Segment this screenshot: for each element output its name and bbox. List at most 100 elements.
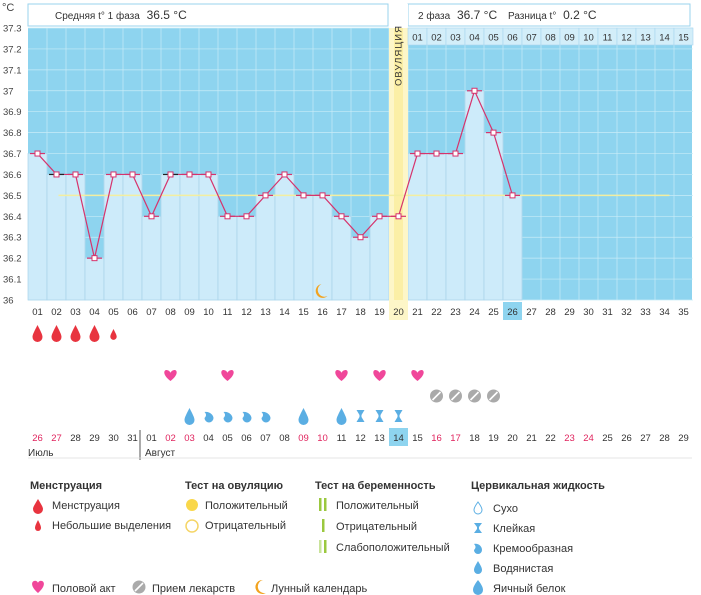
temperature-bar — [27, 153, 48, 301]
phase1-value: 36.5 °C — [147, 8, 187, 22]
cycle-day-label: 18 — [355, 307, 366, 318]
post-ovulation-day-label: 05 — [488, 33, 499, 44]
calendar-date-label: 27 — [51, 433, 62, 444]
temperature-bar — [236, 215, 257, 301]
creamy-icon — [242, 411, 252, 423]
temperature-point — [433, 150, 440, 157]
temperature-point — [281, 171, 288, 178]
temperature-point — [205, 171, 212, 178]
cycle-day-label: 31 — [602, 307, 613, 318]
calendar-date-label: 16 — [431, 433, 442, 444]
legend-title: Цервикальная жидкость — [471, 480, 605, 492]
y-tick-label: 36.6 — [3, 170, 22, 181]
menstruation-drop-icon — [51, 325, 62, 342]
temperature-series — [30, 87, 520, 262]
calendar-date-label: 13 — [374, 433, 385, 444]
legend-item: Водянистая — [493, 563, 553, 575]
temperature-point — [319, 192, 326, 199]
temperature-bar — [179, 174, 200, 301]
medicine-icon — [132, 580, 146, 594]
cycle-day-label: 32 — [621, 307, 632, 318]
chart-header: °C Средняя t° 1 фаза 36.5 °C 2 фаза 36.7… — [2, 2, 691, 27]
temperature-bar — [369, 215, 390, 301]
cycle-day-label: 24 — [469, 307, 480, 318]
creamy-icon — [204, 411, 214, 423]
temperature-point — [471, 87, 478, 94]
cycle-day-label: 30 — [583, 307, 594, 318]
eggwhite-icon — [473, 580, 483, 595]
heart-icon — [164, 370, 177, 381]
cycle-day-axis: 01 02 03 04 05 06 07 08 09 10 11 12 13 14 15 16 17 18 19 20… — [32, 300, 689, 320]
temperature-bar — [502, 195, 523, 301]
y-tick-label: 36.3 — [3, 233, 22, 244]
temperature-point — [376, 213, 383, 220]
ovulation-negative-icon — [185, 519, 199, 533]
cycle-day-label: 17 — [336, 307, 347, 318]
cycle-day-label: 23 — [450, 307, 461, 318]
phase2-label: 2 фаза — [418, 10, 451, 22]
moon-icon — [255, 579, 266, 594]
current-day-highlight — [503, 302, 522, 320]
temperature-point — [395, 213, 402, 220]
temperature-bar — [122, 174, 143, 301]
temperature-bar — [350, 236, 371, 301]
calendar-date-label: 01 — [146, 433, 157, 444]
temperature-point — [300, 192, 307, 199]
y-tick-label: 36.1 — [3, 275, 22, 286]
temperature-point — [262, 192, 269, 199]
legend-item: Прием лекарств — [152, 583, 235, 595]
ovulation-band: ОВУЛЯЦИЯ — [389, 4, 408, 300]
temperature-point — [110, 171, 117, 178]
legend-ovulation-test: Тест на овуляцию Положительный Отрицател… — [185, 480, 288, 533]
calendar-date-label: 19 — [488, 433, 499, 444]
legend-pregnancy-test: Тест на беременность Положительный Отриц… — [315, 480, 450, 554]
temperature-bar — [198, 174, 219, 301]
phase1-label: Средняя t° 1 фаза — [55, 10, 140, 22]
cycle-day-label: 16 — [317, 307, 328, 318]
temperature-bar — [65, 174, 86, 301]
medicine-icon-stroke — [450, 391, 461, 401]
legend-item: Менструация — [52, 500, 120, 512]
temperature-point — [53, 171, 60, 178]
heart-icon — [32, 580, 44, 593]
temperature-bar — [46, 174, 67, 301]
ovulation-positive-icon — [186, 499, 198, 511]
calendar-date-axis: 26 27 28 29 30 31 01 02 03 04 05 06 07 08 09 10 11 12 13 14… — [28, 428, 692, 460]
temperature-bar — [426, 153, 447, 301]
post-ovulation-cell — [673, 27, 694, 46]
svg-text:Средняя t° 1 фаза 36.5 °: Средняя t° 1 фаза 36.5 °C — [55, 8, 187, 22]
legend-item: Лунный календарь — [271, 583, 368, 595]
cycle-day-label: 34 — [659, 307, 670, 318]
medicine-icon-stroke — [488, 391, 499, 401]
temperature-point — [224, 213, 231, 220]
ovulation-day-highlight — [389, 300, 408, 320]
unit-label: °C — [2, 2, 14, 14]
calendar-date-label: 11 — [337, 433, 347, 444]
y-tick-label: 37 — [3, 86, 14, 97]
dry-icon — [473, 501, 483, 515]
temperature-point — [91, 255, 98, 262]
phase2-value: 36.7 °C — [457, 8, 497, 22]
post-ovulation-day-label: 01 — [412, 33, 423, 44]
calendar-date-label: 22 — [545, 433, 556, 444]
calendar-date-label: 07 — [260, 433, 271, 444]
y-tick-label: 36 — [3, 296, 14, 307]
heart-icon — [411, 370, 424, 381]
calendar-date-label: 14 — [393, 433, 404, 444]
ovulation-header-cell — [389, 4, 408, 28]
eggwhite-icon — [336, 408, 347, 425]
month-label: Август — [145, 448, 176, 459]
cycle-day-label: 33 — [640, 307, 651, 318]
cycle-day-label: 07 — [146, 307, 157, 318]
y-tick-label: 37.1 — [3, 65, 22, 76]
cycle-day-label: 29 — [564, 307, 575, 318]
post-ovulation-day-label: 12 — [621, 33, 632, 44]
cycle-day-label: 08 — [165, 307, 176, 318]
menstruation-drop-icon — [89, 325, 100, 342]
cycle-day-label: 27 — [526, 307, 537, 318]
temperature-point — [72, 171, 79, 178]
calendar-date-label: 31 — [127, 433, 138, 444]
y-tick-label: 37.3 — [3, 24, 22, 35]
legend-item: Отрицательный — [205, 520, 286, 532]
y-tick-label: 37.2 — [3, 44, 22, 55]
